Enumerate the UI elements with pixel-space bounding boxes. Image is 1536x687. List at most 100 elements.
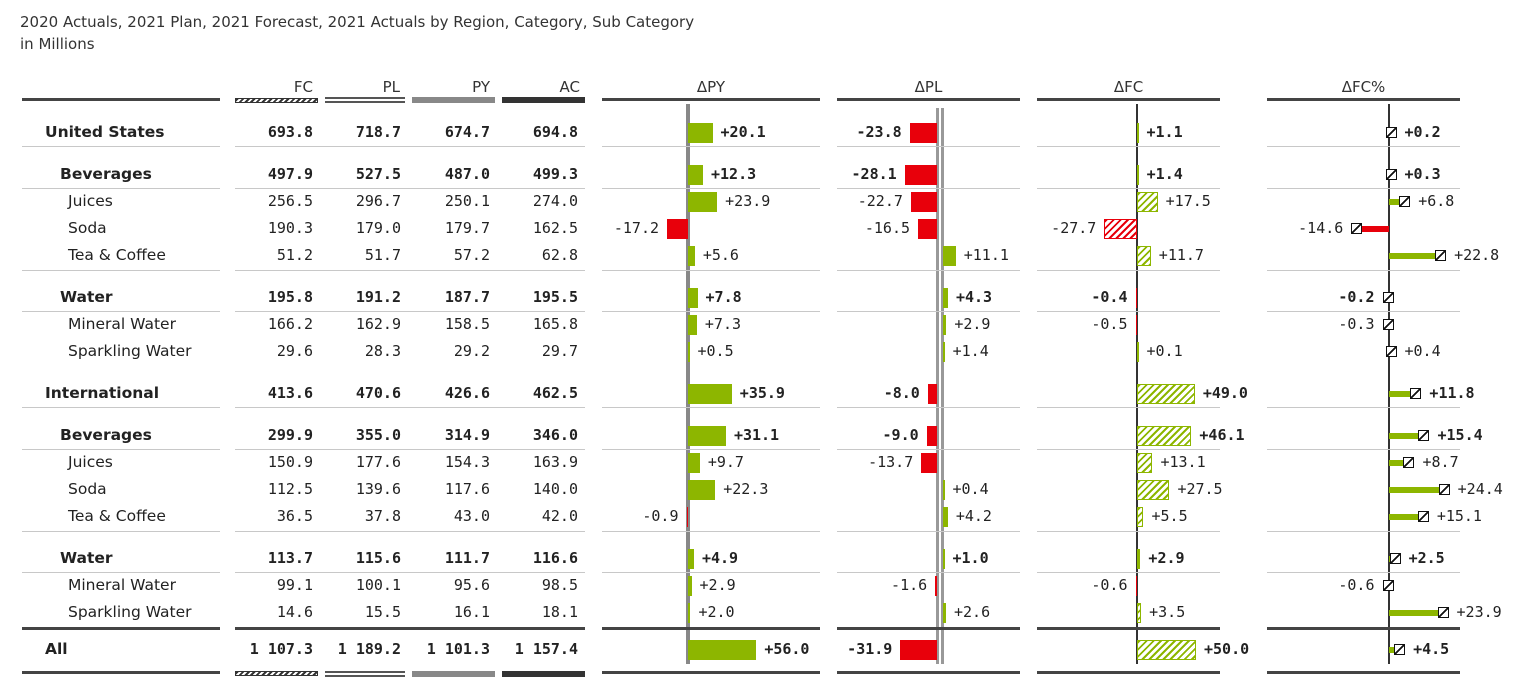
dfcp-marker bbox=[1418, 430, 1430, 441]
dfcp-marker bbox=[1438, 484, 1450, 495]
row-separator bbox=[1267, 311, 1460, 312]
cell-fc: 36.5 bbox=[276, 507, 313, 525]
dfc-value: +2.9 bbox=[1148, 549, 1185, 567]
dfc-bar bbox=[1137, 453, 1153, 473]
cell-py: 57.2 bbox=[453, 246, 490, 264]
dfc-value: +46.1 bbox=[1199, 426, 1245, 444]
dpl-bar bbox=[943, 507, 948, 527]
chart-title: 2020 Actuals, 2021 Plan, 2021 Forecast, … bbox=[20, 13, 695, 53]
fc-legend-bottom bbox=[235, 671, 318, 676]
dfcp-bottom-rule bbox=[1267, 671, 1460, 674]
column-header-δpl: ΔPL bbox=[914, 78, 943, 96]
dpy-bar bbox=[688, 165, 703, 185]
dfc-value: +27.5 bbox=[1177, 480, 1223, 498]
dfcp-bar bbox=[1389, 433, 1424, 439]
dfcp-value: +15.4 bbox=[1437, 426, 1483, 444]
dpl-value: +1.4 bbox=[952, 342, 989, 360]
py-legend-bottom bbox=[412, 671, 495, 677]
total-rule bbox=[602, 627, 820, 630]
dpl-value: +2.6 bbox=[953, 603, 991, 621]
dfcp-bar bbox=[1389, 391, 1416, 397]
dpy-value: +35.9 bbox=[739, 384, 785, 402]
row-separator bbox=[1037, 146, 1220, 147]
row-separator bbox=[837, 311, 1020, 312]
dfcp-value: +0.4 bbox=[1404, 342, 1441, 360]
row-label: Juices bbox=[68, 453, 113, 471]
dpl-value: -1.6 bbox=[891, 576, 928, 594]
row-label: Juices bbox=[68, 192, 113, 210]
dfcp-marker bbox=[1389, 553, 1401, 564]
dfc-bar bbox=[1137, 123, 1139, 143]
cell-pl: 139.6 bbox=[355, 480, 401, 498]
row-separator bbox=[1267, 270, 1460, 271]
row-separator bbox=[602, 270, 820, 271]
row-separator bbox=[22, 188, 220, 189]
row-separator bbox=[22, 311, 220, 312]
dfcp-bar bbox=[1389, 460, 1409, 466]
row-separator bbox=[235, 270, 585, 271]
row-label: Tea & Coffee bbox=[68, 246, 166, 264]
dfcp-marker bbox=[1385, 169, 1397, 180]
dpy-bar bbox=[688, 192, 718, 212]
cell-fc: 693.8 bbox=[267, 123, 313, 141]
row-separator bbox=[837, 531, 1020, 532]
dfcp-marker bbox=[1382, 292, 1394, 303]
dfcp-value: +6.8 bbox=[1418, 192, 1455, 210]
dfc-bar bbox=[1135, 315, 1137, 335]
row-separator bbox=[22, 146, 220, 147]
dfc-bar bbox=[1137, 192, 1158, 212]
dpl-bar bbox=[943, 549, 945, 569]
dfc-value: +17.5 bbox=[1165, 192, 1211, 210]
cell-py: 43.0 bbox=[453, 507, 490, 525]
row-separator bbox=[22, 449, 220, 450]
dpy-value: +22.3 bbox=[723, 480, 769, 498]
dpl-value: +4.2 bbox=[955, 507, 992, 525]
dfcp-header-rule bbox=[1267, 98, 1460, 101]
dpl-value: -28.1 bbox=[851, 165, 897, 183]
dfc-bar bbox=[1137, 507, 1144, 527]
row-separator bbox=[235, 449, 585, 450]
total-rule bbox=[235, 627, 585, 630]
row-separator bbox=[837, 188, 1020, 189]
dpl-bar bbox=[935, 576, 937, 596]
cell-py: 179.7 bbox=[444, 219, 490, 237]
row-separator bbox=[1037, 531, 1220, 532]
ac-legend-bottom bbox=[502, 671, 585, 677]
row-separator bbox=[1037, 188, 1220, 189]
cell-fc: 29.6 bbox=[276, 342, 313, 360]
row-separator bbox=[602, 531, 820, 532]
cell-fc: 166.2 bbox=[267, 315, 313, 333]
cell-fc: 150.9 bbox=[267, 453, 313, 471]
row-label: Soda bbox=[68, 219, 107, 237]
pl-legend-bottom bbox=[325, 671, 405, 677]
dfcp-value: +8.7 bbox=[1422, 453, 1459, 471]
cell-fc: 299.9 bbox=[267, 426, 313, 444]
dfcp-value: -14.6 bbox=[1298, 219, 1344, 237]
dpl-header-rule bbox=[837, 98, 1020, 101]
dfcp-value: -0.3 bbox=[1338, 315, 1375, 333]
dfc-value: -27.7 bbox=[1051, 219, 1097, 237]
dpl-value: +4.3 bbox=[955, 288, 993, 306]
dfcp-value: -0.6 bbox=[1338, 576, 1375, 594]
dfcp-value: +0.2 bbox=[1404, 123, 1441, 141]
dpl-value: -16.5 bbox=[864, 219, 911, 237]
dpy-bar bbox=[688, 480, 716, 500]
cell-fc: 497.9 bbox=[267, 165, 313, 183]
row-separator bbox=[837, 572, 1020, 573]
dpl-bar bbox=[921, 453, 937, 473]
dpy-value: +2.9 bbox=[699, 576, 736, 594]
dfc-value: +50.0 bbox=[1204, 640, 1250, 658]
row-separator bbox=[602, 449, 820, 450]
dpl-bottom-rule bbox=[837, 671, 1020, 674]
dpy-value: +0.5 bbox=[697, 342, 734, 360]
cell-pl: 51.7 bbox=[364, 246, 401, 264]
dpl-value: -31.9 bbox=[847, 640, 893, 658]
dpy-bar bbox=[688, 246, 695, 266]
cell-pl: 355.0 bbox=[355, 426, 401, 444]
dpy-value: +5.6 bbox=[702, 246, 739, 264]
row-label: Water bbox=[60, 549, 113, 567]
dpl-axis bbox=[936, 108, 944, 664]
dpy-bar bbox=[688, 288, 698, 308]
row-label: Sparkling Water bbox=[68, 603, 192, 621]
dpl-value: -8.0 bbox=[883, 384, 920, 402]
